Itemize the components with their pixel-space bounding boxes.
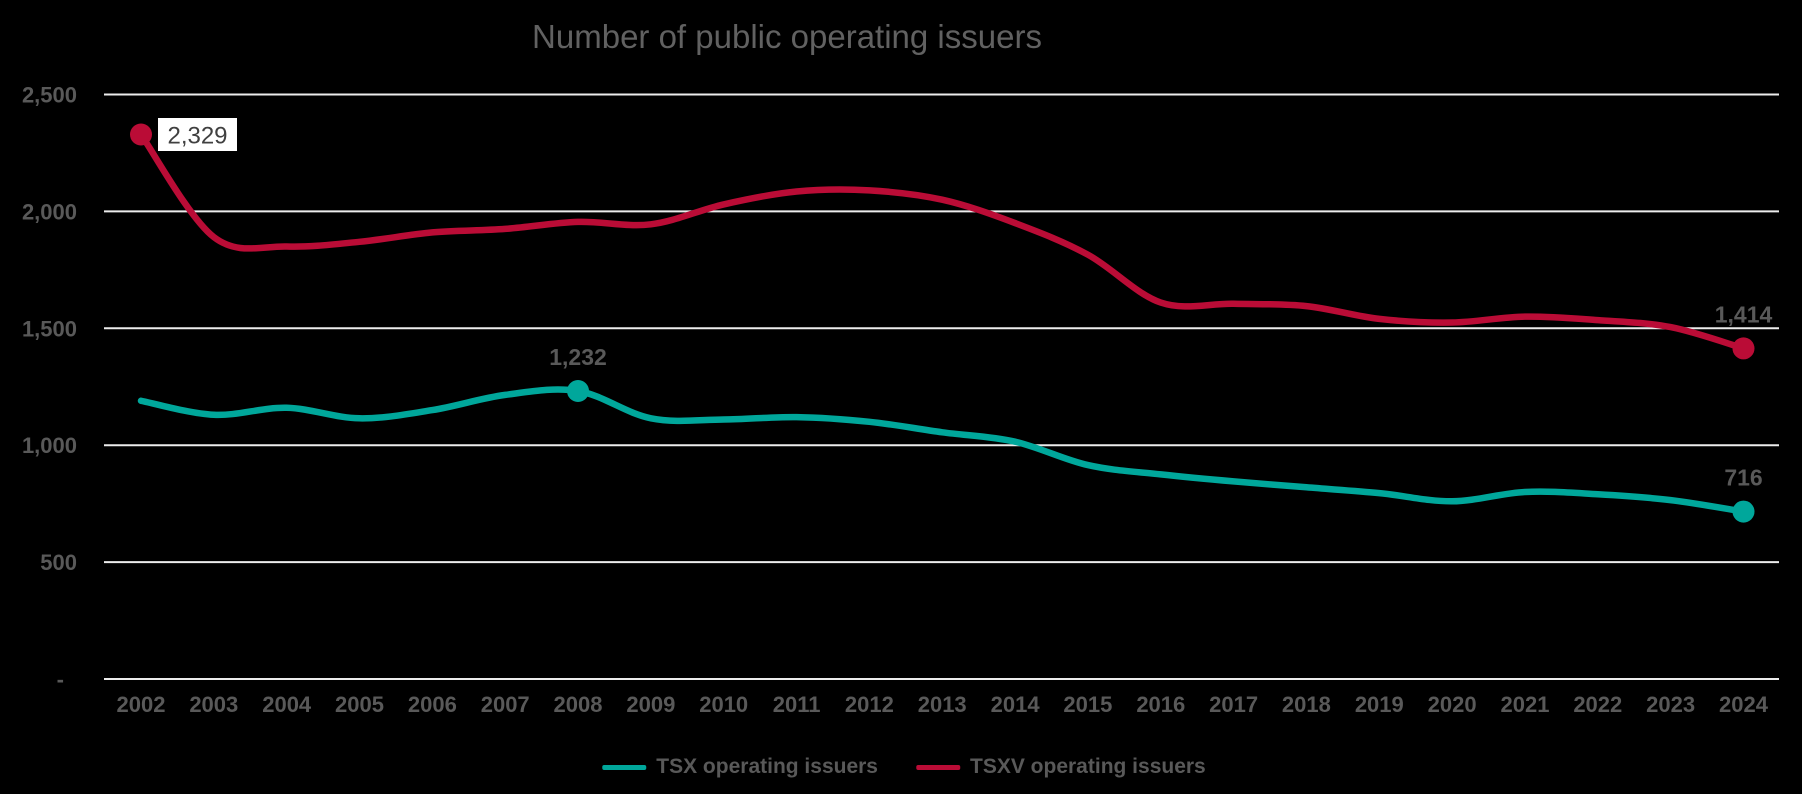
data-label: 716 [1724,465,1762,491]
x-tick-label: 2008 [554,692,603,717]
x-tick-label: 2007 [481,692,530,717]
x-tick-label: 2010 [699,692,748,717]
legend-label-tsx: TSX operating issuers [656,755,878,778]
legend-item-tsx: TSX operating issuers [602,755,878,779]
x-tick-label: 2018 [1282,692,1331,717]
x-tick-label: 2013 [918,692,967,717]
x-tick-label: 2005 [335,692,384,717]
x-tick-label: 2002 [117,692,166,717]
data-point-marker-tsxv-2024 [1732,337,1755,360]
x-tick-label: 2022 [1573,692,1622,717]
data-label-box [158,118,237,151]
y-tick-label: - [57,667,64,692]
x-tick-label: 2014 [991,692,1041,717]
x-tick-label: 2024 [1719,692,1769,717]
data-label: 2,329 [167,123,227,150]
x-tick-label: 2003 [189,692,238,717]
legend: TSX operating issuers TSXV operating iss… [602,755,1206,779]
x-tick-label: 2004 [262,692,312,717]
series-line-tsxv [137,131,1747,352]
data-label: 1,232 [549,344,607,370]
data-label: 1,414 [1715,301,1773,327]
tsx-line-swatch-icon [602,764,647,770]
data-point-marker-tsx-2024 [1732,500,1755,523]
y-tick-label: 500 [40,550,77,575]
x-tick-label: 2015 [1063,692,1112,717]
x-tick-label: 2017 [1209,692,1258,717]
x-tick-label: 2011 [773,692,821,717]
series-line-tsx [137,386,1747,515]
x-tick-label: 2023 [1646,692,1695,717]
x-tick-label: 2012 [845,692,894,717]
y-tick-label: 2,000 [22,199,77,224]
chart-title: Number of public operating issuers [532,18,1042,55]
x-tick-label: 2021 [1501,692,1550,717]
x-tick-label: 2006 [408,692,457,717]
x-tick-label: 2020 [1428,692,1477,717]
legend-label-tsxv: TSXV operating issuers [969,755,1206,778]
y-tick-label: 1,000 [22,433,77,458]
legend-item-tsxv: TSXV operating issuers [915,755,1206,779]
y-tick-label: 1,500 [22,316,77,341]
data-point-marker-tsxv-2002 [130,123,152,146]
data-point-marker-tsx-2008 [567,380,589,402]
tsxv-line-swatch-icon [915,764,960,770]
y-tick-label: 2,500 [22,83,77,108]
x-tick-label: 2009 [626,692,675,717]
x-tick-label: 2019 [1355,692,1404,717]
x-tick-label: 2016 [1136,692,1185,717]
